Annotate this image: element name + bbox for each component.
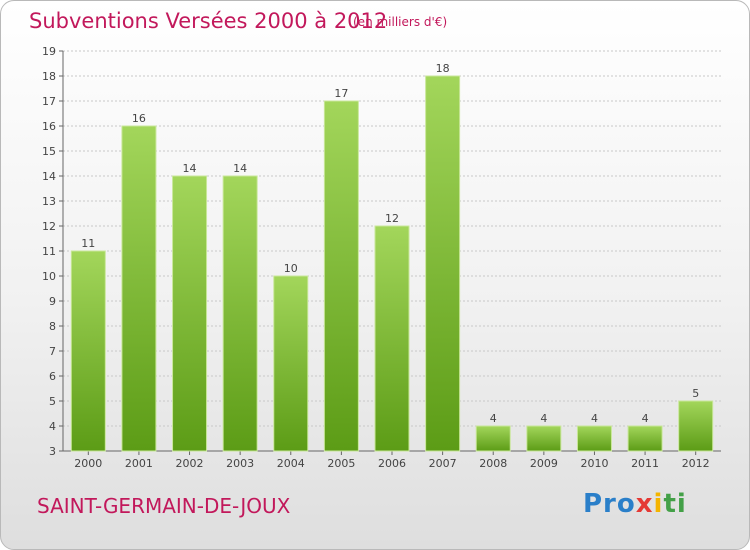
y-tick-label: 9 xyxy=(49,295,56,308)
y-tick-label: 16 xyxy=(42,120,56,133)
y-tick-label: 7 xyxy=(49,345,56,358)
data-label-2007: 18 xyxy=(436,62,450,75)
y-tick-label: 4 xyxy=(49,420,56,433)
bar-2000 xyxy=(70,250,106,452)
data-label-2001: 16 xyxy=(132,112,146,125)
y-tick-label: 12 xyxy=(42,220,56,233)
data-label-2006: 12 xyxy=(385,212,399,225)
y-tick-label: 10 xyxy=(42,270,56,283)
bar-2012 xyxy=(678,400,714,452)
x-tick-label-2004: 2004 xyxy=(277,457,305,470)
data-label-2002: 14 xyxy=(183,162,197,175)
bar-2004 xyxy=(273,275,309,452)
bar-2003 xyxy=(222,175,258,452)
bar-2007 xyxy=(425,75,461,452)
bar-2002 xyxy=(172,175,208,452)
x-tick-label-2003: 2003 xyxy=(226,457,254,470)
data-label-2009: 4 xyxy=(540,412,547,425)
bar-2010 xyxy=(576,425,612,452)
bars xyxy=(70,75,714,452)
data-label-2012: 5 xyxy=(692,387,699,400)
y-tick-label: 3 xyxy=(49,445,56,458)
chart-title: Subventions Versées 2000 à 2012 xyxy=(29,9,388,33)
y-tick-label: 14 xyxy=(42,170,56,183)
x-tick-label-2012: 2012 xyxy=(682,457,710,470)
labels: 11 2000 16 2001 14 2002 14 2003 10 2004 17 2005 12 20… xyxy=(74,62,709,470)
bar-2005 xyxy=(323,100,359,452)
x-tick-label-2005: 2005 xyxy=(327,457,355,470)
data-label-2003: 14 xyxy=(233,162,247,175)
x-tick-label-2010: 2010 xyxy=(580,457,608,470)
y-tick-label: 5 xyxy=(49,395,56,408)
data-label-2000: 11 xyxy=(81,237,95,250)
data-label-2011: 4 xyxy=(642,412,649,425)
x-tick-label-2002: 2002 xyxy=(176,457,204,470)
data-label-2010: 4 xyxy=(591,412,598,425)
y-tick-label: 15 xyxy=(42,145,56,158)
y-tick-label: 11 xyxy=(42,245,56,258)
y-tick-label: 19 xyxy=(42,45,56,58)
bar-2008 xyxy=(475,425,511,452)
x-tick-label-2007: 2007 xyxy=(429,457,457,470)
commune-name: SAINT-GERMAIN-DE-JOUX xyxy=(37,494,291,518)
x-tick-label-2000: 2000 xyxy=(74,457,102,470)
chart-unit: (en milliers d'€) xyxy=(353,15,448,29)
x-tick-label-2006: 2006 xyxy=(378,457,406,470)
data-label-2004: 10 xyxy=(284,262,298,275)
x-tick-label-2001: 2001 xyxy=(125,457,153,470)
bar-2001 xyxy=(121,125,157,452)
y-tick-label: 8 xyxy=(49,320,56,333)
bar-2009 xyxy=(526,425,562,452)
y-tick-label: 17 xyxy=(42,95,56,108)
x-tick-label-2008: 2008 xyxy=(479,457,507,470)
y-tick-label: 18 xyxy=(42,70,56,83)
bar-2006 xyxy=(374,225,410,452)
bar-2011 xyxy=(627,425,663,452)
x-tick-label-2009: 2009 xyxy=(530,457,558,470)
data-label-2005: 17 xyxy=(334,87,348,100)
y-tick-label: 6 xyxy=(49,370,56,383)
y-tick-label: 13 xyxy=(42,195,56,208)
proxiti-logo: Proxiti xyxy=(583,489,687,519)
data-label-2008: 4 xyxy=(490,412,497,425)
x-tick-label-2011: 2011 xyxy=(631,457,659,470)
